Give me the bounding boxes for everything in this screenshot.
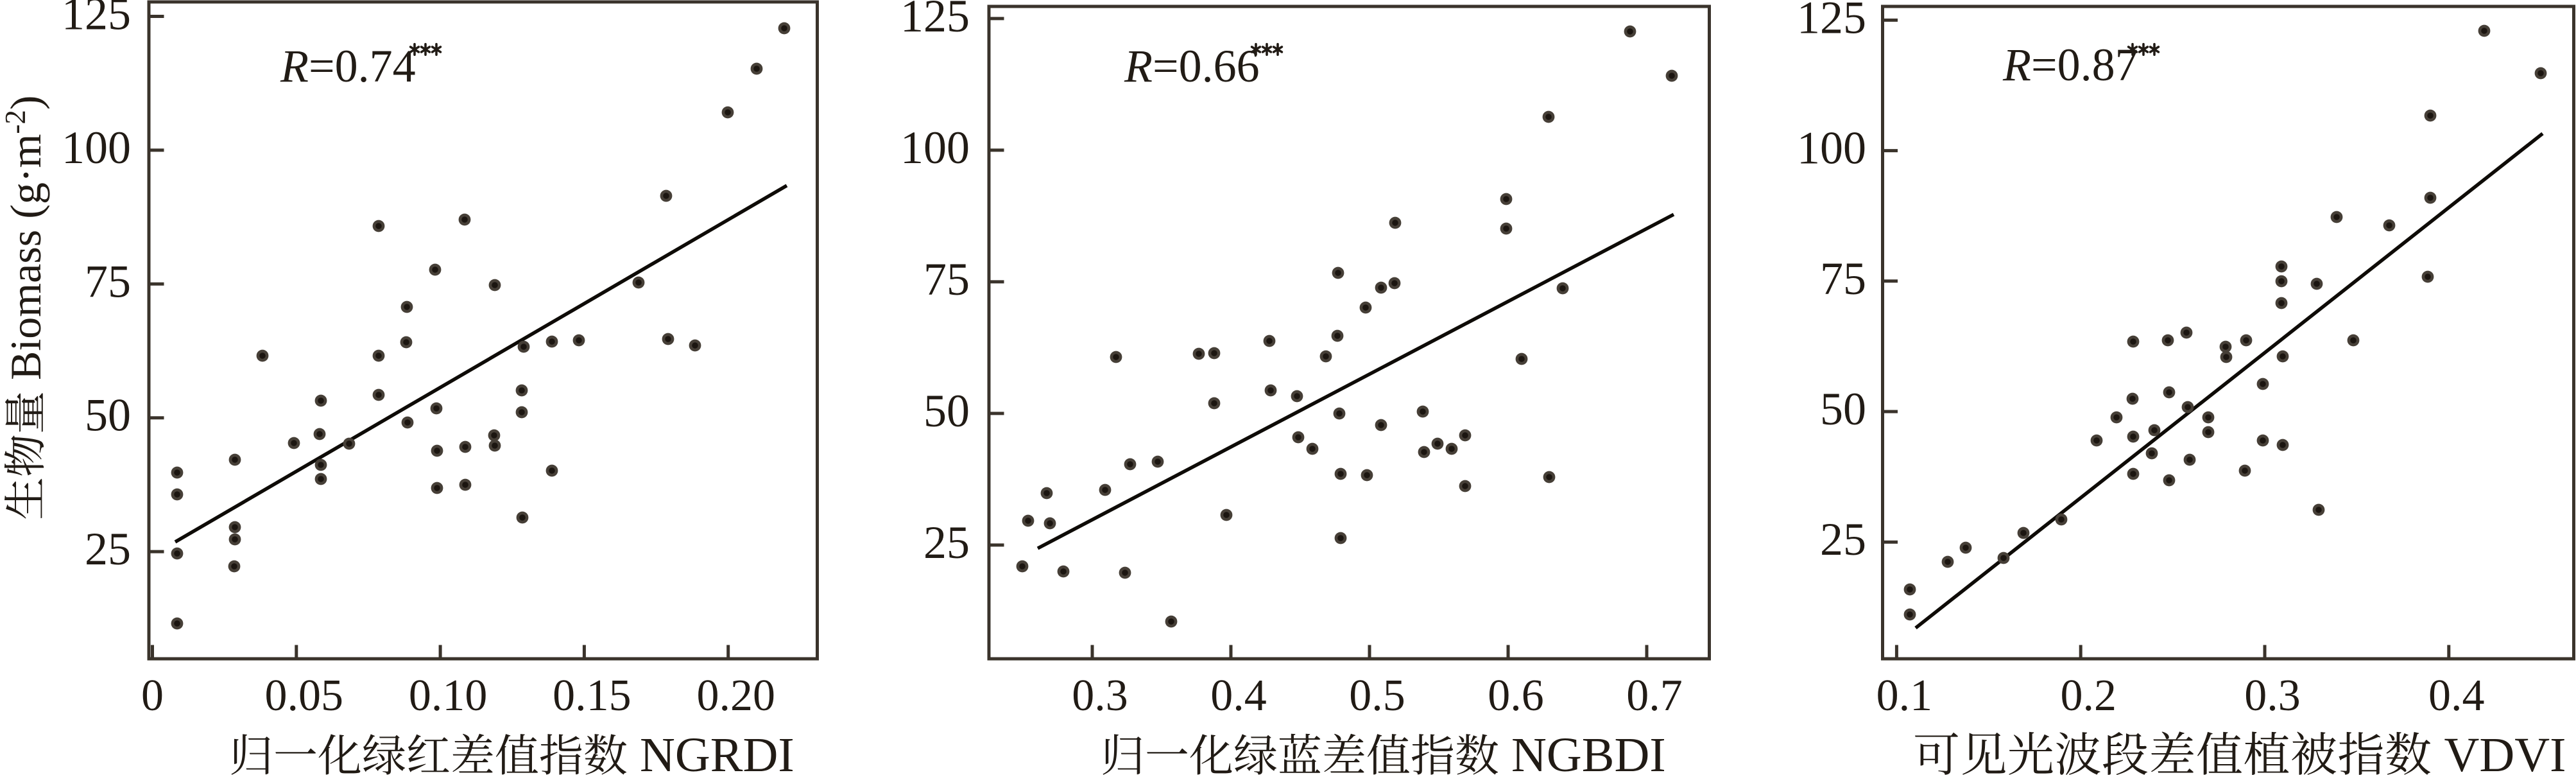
svg-text:75: 75 (1820, 253, 1866, 304)
svg-text:125: 125 (900, 0, 970, 42)
svg-text:0.4: 0.4 (2428, 671, 2485, 720)
svg-text:75: 75 (85, 256, 131, 307)
svg-text:0.10: 0.10 (409, 671, 488, 720)
svg-text:25: 25 (1820, 514, 1866, 565)
svg-text:100: 100 (1797, 123, 1866, 174)
svg-text:0.15: 0.15 (553, 671, 631, 720)
svg-text:50: 50 (923, 385, 970, 437)
svg-text:0.3: 0.3 (1072, 671, 1128, 720)
svg-text:0.20: 0.20 (696, 671, 775, 720)
svg-text:0.7: 0.7 (1626, 671, 1683, 720)
svg-text:VDVI: VDVI (2444, 728, 2566, 775)
svg-text:50: 50 (85, 390, 131, 441)
svg-text:50: 50 (1820, 383, 1866, 435)
svg-text:25: 25 (923, 517, 970, 568)
svg-text:0.2: 0.2 (2060, 671, 2117, 720)
svg-text:0.05: 0.05 (265, 671, 344, 720)
svg-text:125: 125 (1797, 0, 1866, 43)
svg-text:100: 100 (900, 122, 970, 173)
svg-text:NGRDI: NGRDI (640, 728, 794, 775)
svg-text:Biomass (g·m-2): Biomass (g·m-2) (0, 95, 50, 380)
svg-text:125: 125 (62, 0, 131, 40)
svg-text:100: 100 (62, 122, 131, 173)
svg-text:0.6: 0.6 (1488, 671, 1544, 720)
svg-text:NGBDI: NGBDI (1511, 728, 1666, 775)
svg-text:0.5: 0.5 (1349, 671, 1405, 720)
svg-text:0.3: 0.3 (2244, 671, 2301, 720)
svg-text:75: 75 (923, 254, 970, 305)
svg-text:0.4: 0.4 (1210, 671, 1267, 720)
svg-text:0.1: 0.1 (1876, 671, 1933, 720)
svg-text:R=0.74: R=0.74 (280, 40, 416, 92)
svg-text:R=0.66: R=0.66 (1124, 40, 1260, 92)
svg-text:0: 0 (141, 671, 164, 720)
svg-text:R=0.87: R=0.87 (2002, 39, 2138, 91)
svg-text:25: 25 (85, 523, 131, 575)
